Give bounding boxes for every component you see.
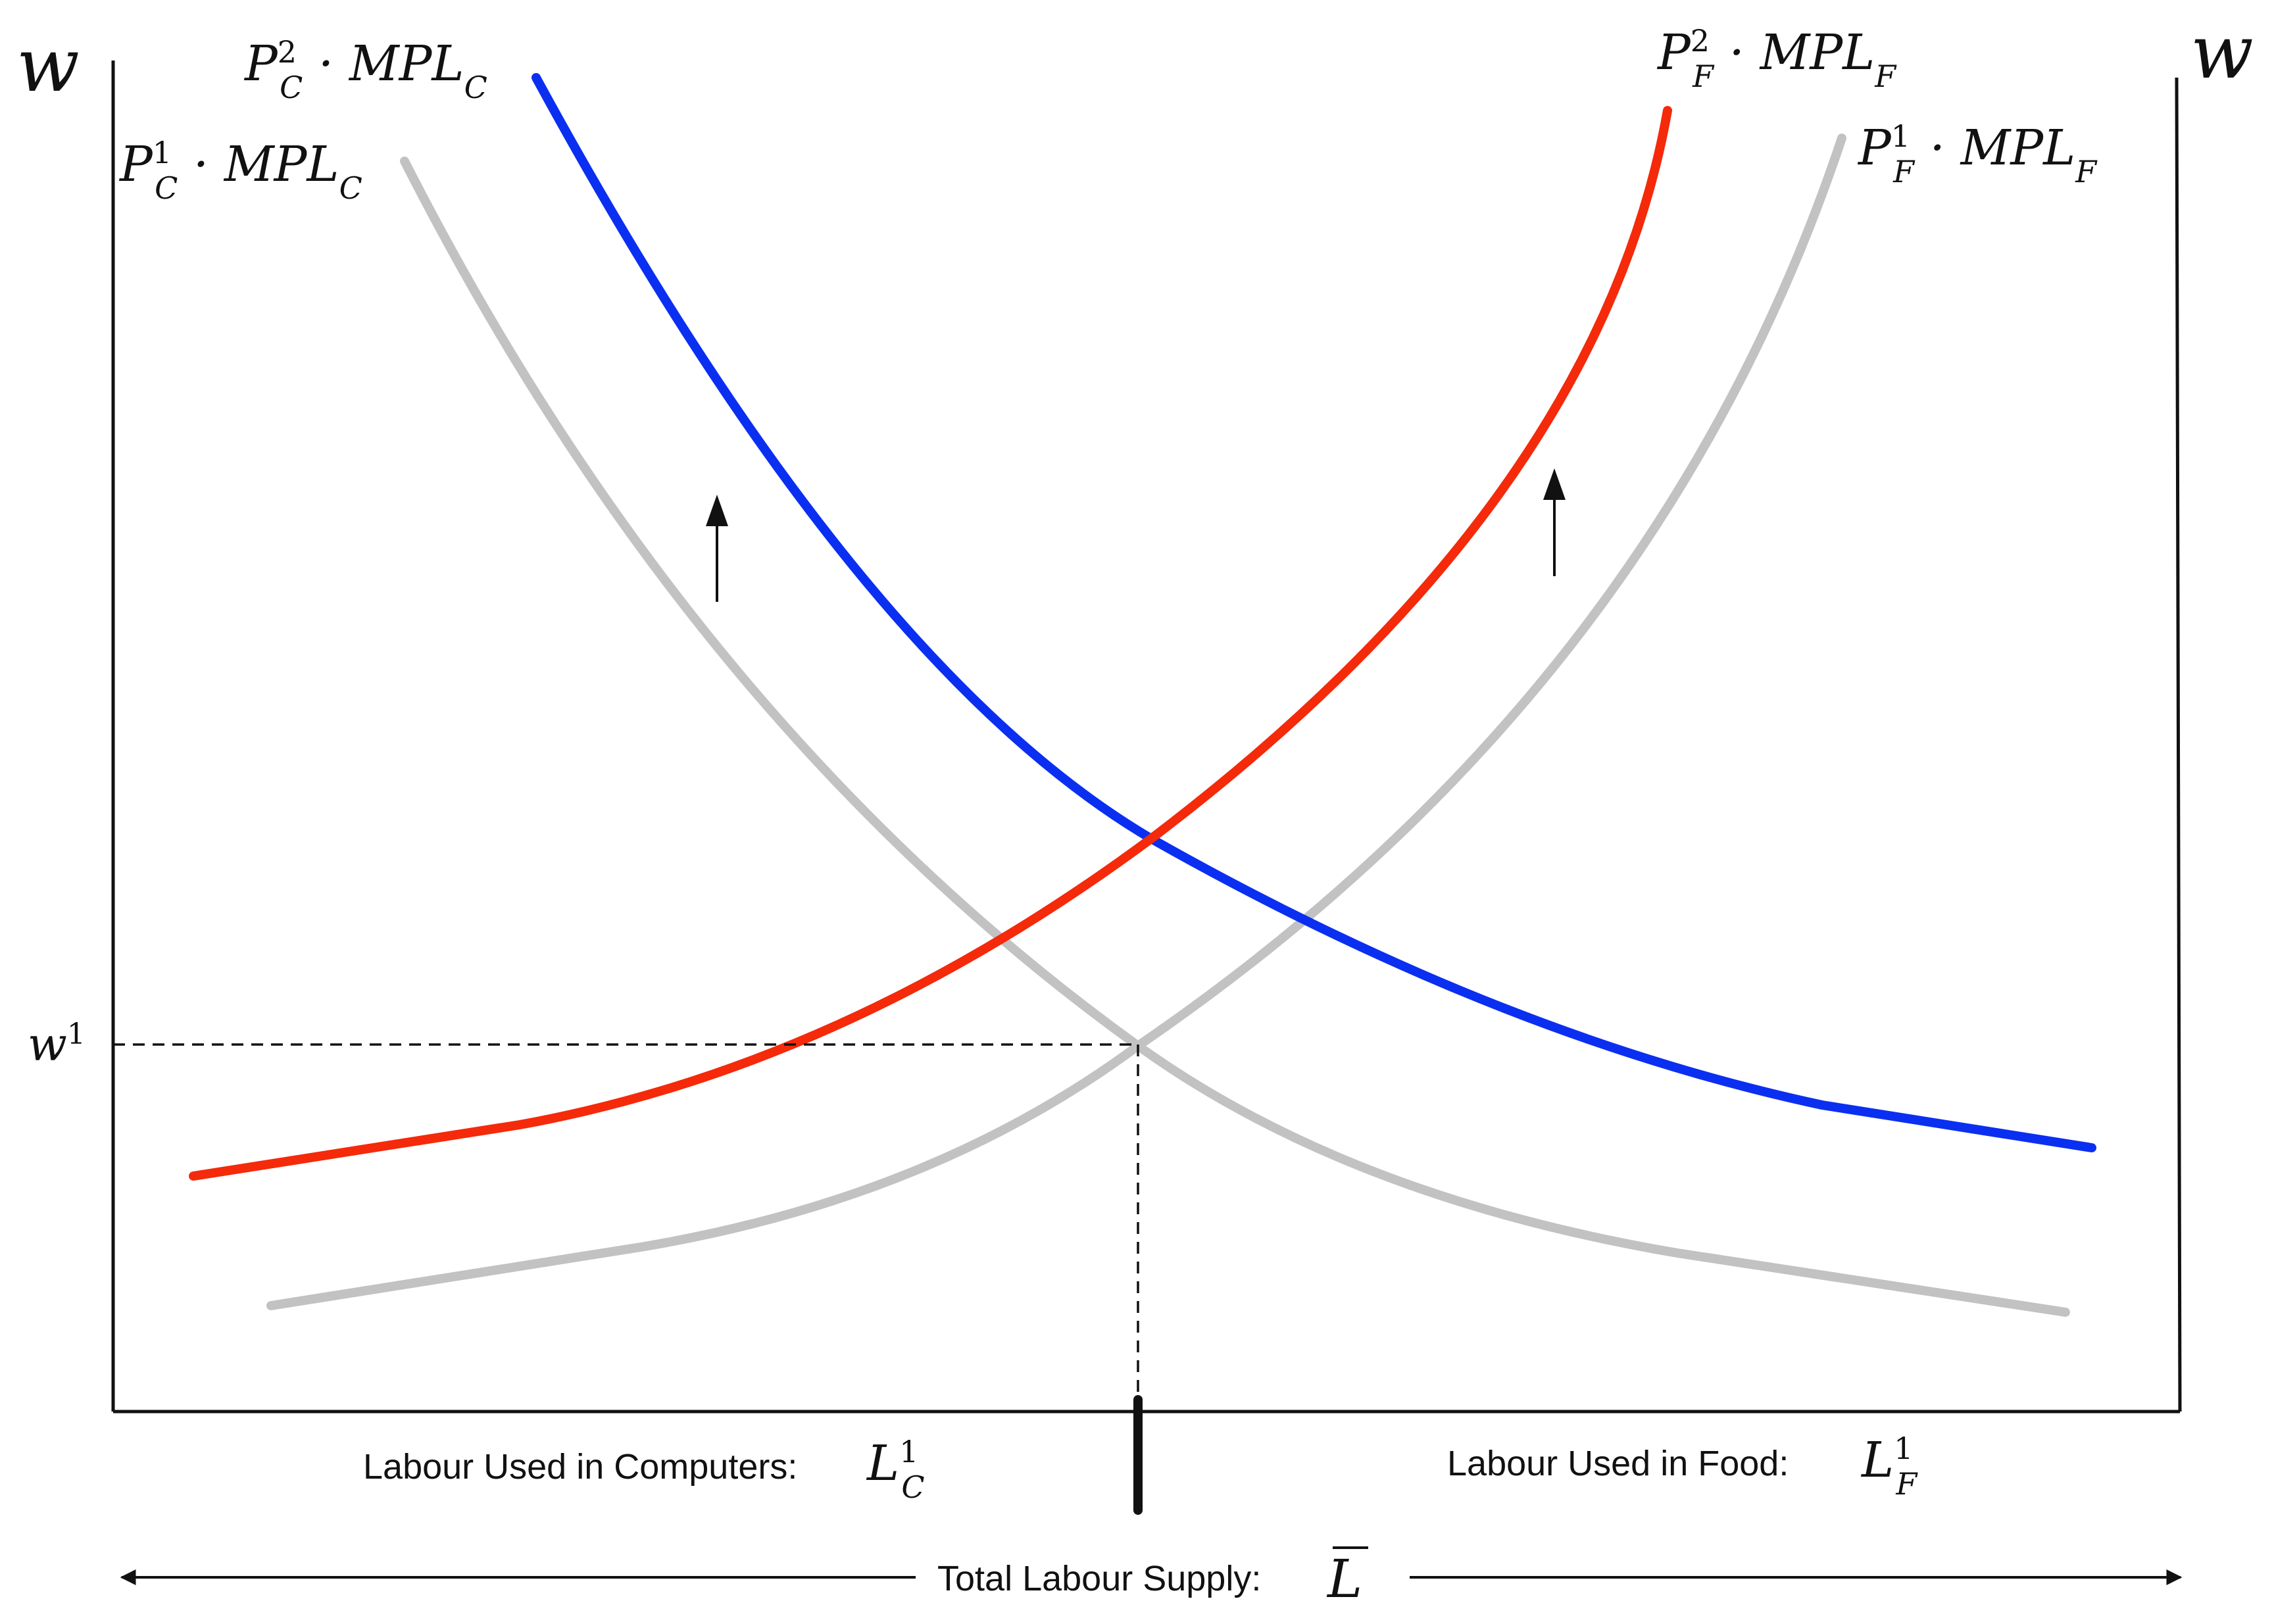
labour-computers-symbol: L1 C bbox=[866, 1434, 925, 1505]
label-food-before: P1 F · MPLF bbox=[1857, 118, 2098, 189]
total-labour-symbol: L bbox=[1326, 1548, 1362, 1610]
label-computers-after: P2 C · MPLC bbox=[243, 34, 487, 105]
left-axis-label: w bbox=[16, 23, 80, 109]
label-food-after: P2 F · MPLF bbox=[1656, 23, 1897, 94]
label-computers-before: P1 C · MPLC bbox=[118, 135, 362, 206]
labour-computers-label: Labour Used in Computers: bbox=[363, 1447, 797, 1487]
labour-food-symbol: L1 F bbox=[1860, 1431, 1918, 1502]
computers-demand-curve-after bbox=[531, 73, 2096, 1152]
food-shift-arrowhead bbox=[1543, 468, 1566, 500]
right-axis-label: w bbox=[2190, 10, 2254, 95]
right-vertical-axis bbox=[2175, 77, 2182, 1412]
computers-shift-arrowhead bbox=[706, 495, 728, 526]
food-demand-curve-before bbox=[266, 134, 1846, 1310]
labour-food-label: Labour Used in Food: bbox=[1447, 1444, 1789, 1483]
total-labour-label: Total Labour Supply: bbox=[937, 1559, 1261, 1598]
wage-level-label: w1 bbox=[28, 1018, 86, 1072]
computers-demand-curve-before bbox=[400, 157, 2070, 1317]
food-demand-curve-after bbox=[189, 106, 1672, 1181]
